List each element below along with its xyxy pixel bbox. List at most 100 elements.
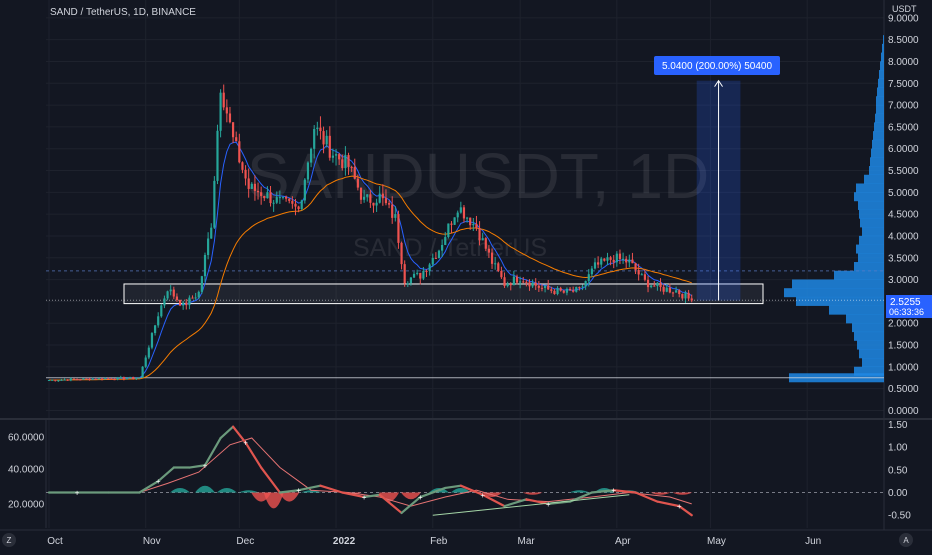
candle-body bbox=[219, 92, 222, 131]
volume-profile-bar bbox=[854, 331, 884, 341]
price-axis-tick: 8.0000 bbox=[888, 57, 919, 68]
candle-body bbox=[397, 214, 400, 243]
candle-body bbox=[522, 281, 525, 283]
candle-body bbox=[428, 264, 431, 272]
candle-body bbox=[597, 262, 600, 265]
candle-body bbox=[640, 274, 643, 276]
support-zone[interactable] bbox=[123, 283, 764, 305]
candle-body bbox=[547, 285, 550, 290]
candle-body bbox=[207, 238, 210, 256]
candle-body bbox=[447, 223, 450, 238]
candle-body bbox=[690, 298, 693, 301]
indicator-marker: + bbox=[677, 502, 682, 511]
candle-body bbox=[54, 379, 57, 381]
candle-body bbox=[172, 289, 175, 297]
candle-body bbox=[500, 270, 503, 278]
price-axis-tick: 0.0000 bbox=[888, 406, 919, 417]
candle-body bbox=[456, 212, 459, 218]
price-axis-tick: 1.5000 bbox=[888, 341, 919, 352]
price-axis-tick: 9.0000 bbox=[888, 13, 919, 24]
indicator-trendline[interactable] bbox=[432, 494, 630, 516]
candle-body bbox=[650, 285, 653, 288]
candle-body bbox=[609, 257, 612, 260]
volume-profile-bar bbox=[877, 87, 884, 97]
candle-body bbox=[132, 376, 135, 379]
auto-scale-button-background[interactable] bbox=[899, 533, 913, 547]
volume-profile-bar bbox=[859, 209, 884, 219]
candle-body bbox=[238, 141, 241, 163]
candle-body bbox=[75, 379, 79, 381]
candle-body bbox=[216, 130, 219, 181]
axes: 9.0000 8.5000 8.0000 7.5000 7.0000 6.5000 6.00… bbox=[8, 13, 919, 547]
candle-body bbox=[213, 180, 216, 228]
candle-body bbox=[72, 378, 76, 380]
price-axis-tick: 5.5000 bbox=[888, 166, 919, 177]
volume-profile-bar bbox=[873, 131, 884, 141]
indicator-histogram-bar bbox=[672, 492, 693, 495]
candle-body bbox=[419, 272, 422, 279]
indicator-oscillator-segment bbox=[400, 495, 422, 515]
time-axis-tick: Nov bbox=[143, 536, 161, 547]
indicator-right-tick: 1.00 bbox=[888, 443, 908, 454]
candle-body bbox=[637, 269, 640, 275]
candle-body bbox=[556, 288, 559, 295]
candle-body bbox=[575, 287, 578, 292]
price-axis-tick: 5.0000 bbox=[888, 188, 919, 199]
candle-body bbox=[203, 255, 207, 277]
candle-body bbox=[550, 289, 553, 291]
auto-scale-button[interactable]: A bbox=[899, 533, 913, 547]
volume-profile-bar bbox=[858, 200, 884, 210]
candle-body bbox=[434, 257, 437, 259]
candle-body bbox=[200, 276, 203, 292]
candle-body bbox=[487, 248, 491, 253]
candle-body bbox=[260, 192, 263, 196]
measure-tool[interactable]: 5.0400 (200.00%) 50400 bbox=[654, 56, 780, 301]
candle-body bbox=[590, 268, 593, 275]
indicator-marker: + bbox=[203, 461, 208, 470]
auto-scale-button-label[interactable]: A bbox=[903, 536, 909, 545]
candle-body bbox=[91, 378, 94, 380]
candle-body bbox=[375, 202, 378, 206]
candle-body bbox=[506, 283, 509, 287]
candle-body bbox=[603, 258, 606, 261]
last-price-box: 2.5255 06:33:36 bbox=[886, 295, 932, 318]
candle-body bbox=[465, 217, 469, 219]
candle-body bbox=[534, 282, 537, 286]
price-axis-tick: 0.5000 bbox=[888, 384, 919, 395]
candle-body bbox=[228, 113, 232, 123]
z-button-background[interactable] bbox=[2, 533, 16, 547]
candle-body bbox=[331, 155, 335, 158]
moving-averages bbox=[48, 141, 692, 381]
indicator-oscillator-segment bbox=[157, 466, 175, 483]
candle-body bbox=[584, 280, 587, 287]
z-button[interactable]: Z bbox=[2, 533, 16, 547]
candle-body bbox=[497, 263, 500, 271]
candle-body bbox=[615, 253, 618, 263]
candle-body bbox=[381, 193, 384, 199]
candle-body bbox=[253, 183, 257, 191]
indicator-oscillator-segment bbox=[219, 425, 235, 440]
candle-body bbox=[85, 378, 88, 380]
indicator-oscillator-segment bbox=[590, 489, 615, 494]
indicator-oscillator-segment bbox=[612, 489, 637, 494]
candle-body bbox=[378, 193, 381, 203]
candle-body bbox=[509, 283, 512, 286]
price-axis-tick: 7.0000 bbox=[888, 101, 919, 112]
candle-body bbox=[51, 379, 54, 381]
candle-body bbox=[565, 288, 569, 293]
candle-body bbox=[247, 178, 250, 189]
candle-body bbox=[244, 169, 247, 179]
candle-body bbox=[559, 288, 562, 291]
volume-profile-bar bbox=[882, 43, 884, 53]
candle-body bbox=[138, 377, 141, 379]
candle-body bbox=[194, 297, 197, 299]
candle-body bbox=[125, 378, 129, 380]
candle-body bbox=[263, 195, 266, 199]
candle-body bbox=[281, 196, 285, 198]
z-button-label[interactable]: Z bbox=[7, 536, 12, 545]
candle-body bbox=[490, 252, 494, 264]
candle-body bbox=[406, 283, 409, 285]
candle-body bbox=[675, 290, 678, 293]
candle-body bbox=[82, 378, 85, 380]
candle-body bbox=[313, 129, 316, 149]
